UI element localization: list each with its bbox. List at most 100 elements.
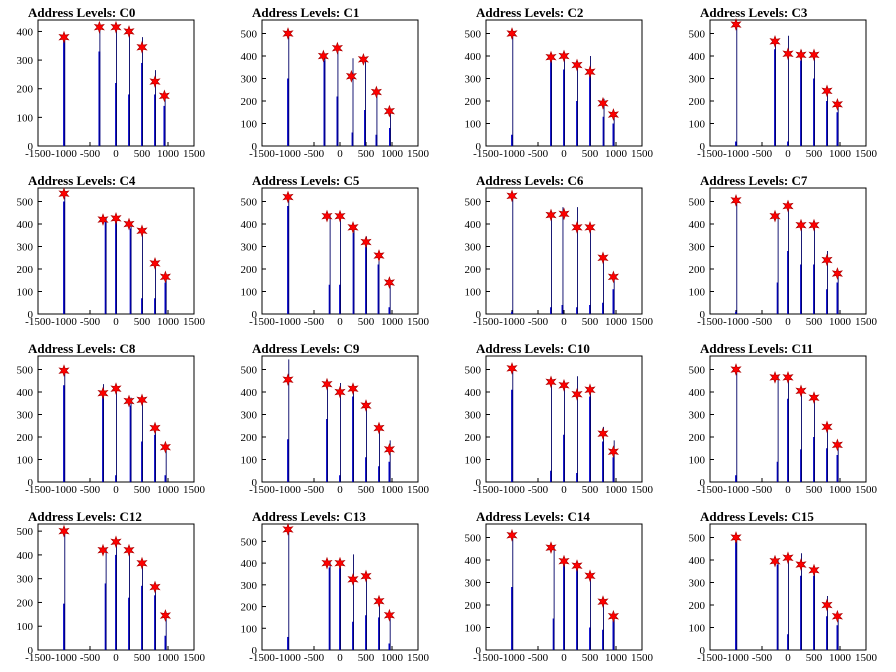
x-tick-label: -500 xyxy=(304,484,325,496)
chart-svg: 0 100 200 300 400 500 -1500 -1000 -500 0 500 1000 15… xyxy=(241,187,430,328)
x-tick-label: 0 xyxy=(785,148,791,160)
y-tick-label: 300 xyxy=(17,55,34,67)
peak-marker-star-icon xyxy=(730,18,742,31)
x-tick-label: 0 xyxy=(337,652,343,664)
peak-marker-star-icon xyxy=(373,421,385,435)
y-tick-label: 100 xyxy=(689,287,706,299)
x-tick-label: -1500 xyxy=(249,148,275,160)
peak-marker-star-icon xyxy=(58,364,70,378)
histogram-bar xyxy=(323,60,326,146)
peak-marker-star-icon xyxy=(334,556,346,570)
y-tick-label: 500 xyxy=(241,29,258,41)
histogram-bar xyxy=(365,615,367,650)
histogram-bar xyxy=(141,62,143,146)
histogram-bar xyxy=(589,396,591,482)
chart-panel: Address Levels: C0 0 100 200 300 400 -1500 -100… xyxy=(0,0,224,168)
histogram-bar xyxy=(576,101,578,146)
histogram-bar xyxy=(129,228,132,314)
peak-marker-star-icon xyxy=(558,378,570,392)
x-tick-label: -500 xyxy=(80,316,101,328)
histogram-bar xyxy=(836,282,839,314)
peak-marker-star-icon xyxy=(149,580,161,594)
chart-panel: Address Levels: C13 0 100 200 300 400 500 -1500… xyxy=(224,504,448,672)
histogram-bar xyxy=(735,311,737,314)
chart-svg: 0 100 200 300 400 500 -1500 -1000 -500 0 500 1000 15… xyxy=(241,522,430,664)
histogram-bar xyxy=(164,635,167,650)
peak-marker-star-icon xyxy=(506,189,518,203)
y-tick-label: 400 xyxy=(689,555,706,567)
peak-marker-star-icon xyxy=(123,543,135,557)
peak-marker-star-icon xyxy=(110,382,122,396)
y-tick-label: 300 xyxy=(689,410,706,422)
histogram-bar xyxy=(511,389,513,482)
chart-title: Address Levels: C2 xyxy=(476,5,584,20)
x-tick-label: 500 xyxy=(582,148,599,160)
y-tick-label: 500 xyxy=(17,365,34,377)
y-tick-label: 100 xyxy=(689,623,706,635)
chart-panel: Address Levels: C14 0 100 200 300 400 500 -1500… xyxy=(448,504,672,672)
x-tick-label: -1000 xyxy=(499,316,525,328)
peak-marker-star-icon xyxy=(123,217,135,231)
x-tick-label: -1500 xyxy=(697,316,723,328)
peak-marker-star-icon xyxy=(58,30,70,44)
x-tick-label: -1500 xyxy=(473,484,499,496)
x-tick-label: 1500 xyxy=(407,484,430,496)
y-tick-label: 400 xyxy=(689,51,706,63)
peak-marker-star-icon xyxy=(808,218,820,232)
x-tick-label: -1000 xyxy=(275,652,301,664)
peak-marker-star-icon xyxy=(730,193,742,207)
x-tick-label: 1500 xyxy=(183,652,206,664)
histogram-bar xyxy=(164,475,167,482)
histogram-bar xyxy=(115,554,117,650)
peak-marker-star-icon xyxy=(571,220,583,234)
chart-panel: Address Levels: C6 0 100 200 300 400 500 -1500-… xyxy=(448,168,672,336)
histogram-bar xyxy=(589,627,591,650)
peak-marker-star-icon xyxy=(506,27,518,40)
peak-marker-star-icon xyxy=(317,49,329,63)
histogram-bar xyxy=(800,449,802,482)
y-tick-label: 400 xyxy=(465,387,482,399)
y-tick-label: 300 xyxy=(17,574,34,586)
histogram-bar xyxy=(339,567,341,650)
peak-marker-star-icon xyxy=(545,375,557,389)
peak-marker-star-icon xyxy=(584,569,596,583)
peak-marker-star-icon xyxy=(360,235,372,249)
x-tick-label: -500 xyxy=(752,484,773,496)
histogram-bar xyxy=(774,49,776,146)
histogram-bar xyxy=(388,307,391,314)
x-tick-label: -1000 xyxy=(499,148,525,160)
chart-panel: Address Levels: C10 0 100 200 300 400 500 -1500… xyxy=(448,336,672,504)
x-tick-label: 500 xyxy=(358,316,375,328)
histogram-bar xyxy=(102,394,104,482)
histogram-bar xyxy=(154,595,156,650)
peak-marker-star-icon xyxy=(584,65,596,79)
x-tick-label: -500 xyxy=(304,148,325,160)
x-tick-label: -500 xyxy=(304,652,325,664)
y-tick-label: 200 xyxy=(465,96,482,108)
x-tick-label: -1000 xyxy=(51,316,77,328)
histogram-bar xyxy=(511,311,513,314)
peak-marker-star-icon xyxy=(821,420,833,434)
x-tick-label: 1500 xyxy=(855,316,878,328)
histogram-bar xyxy=(735,141,737,146)
x-tick-label: 0 xyxy=(561,316,567,328)
peak-marker-star-icon xyxy=(360,569,372,583)
histogram-bar xyxy=(115,475,117,482)
x-tick-label: -1000 xyxy=(275,484,301,496)
peak-marker-star-icon xyxy=(347,382,359,396)
y-tick-label: 400 xyxy=(241,558,258,570)
x-tick-label: 0 xyxy=(785,316,791,328)
histogram-bar xyxy=(787,251,789,314)
histogram-bar xyxy=(826,289,828,314)
y-tick-label: 500 xyxy=(689,365,706,377)
histogram-bar xyxy=(776,282,779,314)
peak-marker-star-icon xyxy=(123,25,135,38)
x-tick-label: -1000 xyxy=(275,148,301,160)
x-tick-label: -1000 xyxy=(499,484,525,496)
histogram-bar xyxy=(389,128,391,146)
histogram-bar xyxy=(826,616,828,650)
y-tick-label: 100 xyxy=(241,287,258,299)
histogram-bar xyxy=(365,457,367,482)
histogram-bar xyxy=(339,284,341,314)
y-tick-label: 0 xyxy=(28,141,34,153)
